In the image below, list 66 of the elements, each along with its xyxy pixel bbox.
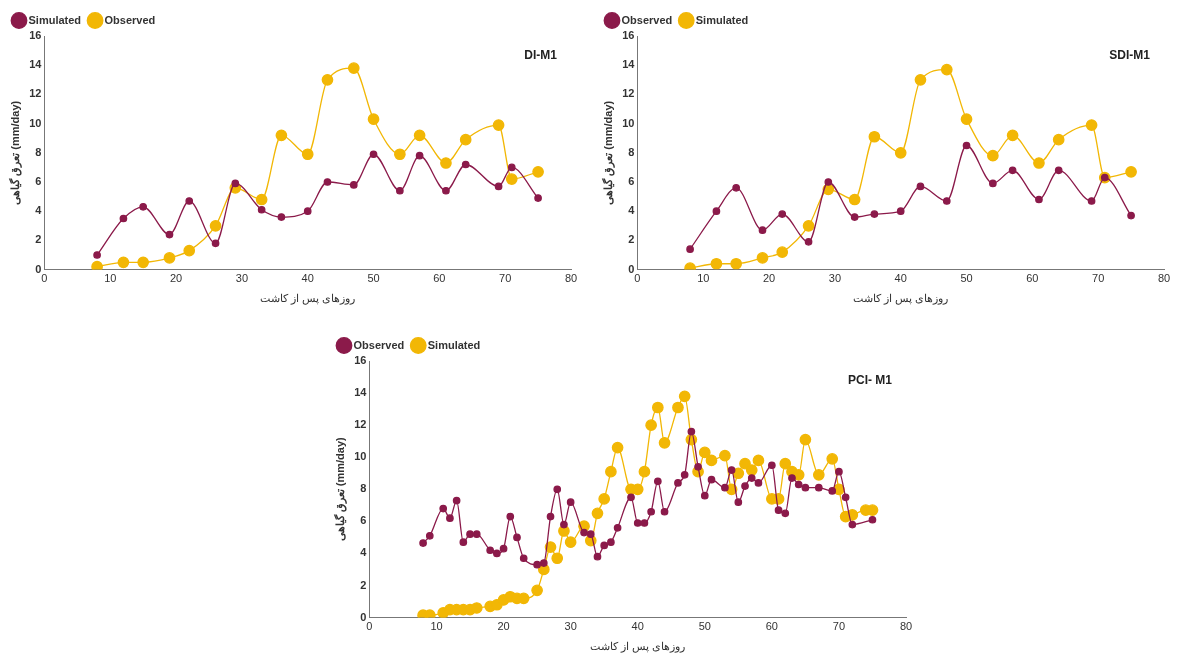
y-tick-label: 16: [29, 29, 42, 42]
x-tick-label: 70: [832, 620, 846, 633]
y-tick-label: 2: [628, 233, 635, 246]
x-tick-label: 60: [433, 272, 446, 285]
y-tick-label: 14: [354, 386, 368, 399]
y-tick-label: 12: [29, 87, 42, 100]
legend-label: Simulated: [28, 13, 82, 26]
y-tick-label: 4: [360, 546, 368, 559]
x-tick-label: 80: [564, 272, 578, 285]
x-tick-label: 70: [1092, 272, 1105, 285]
y-tick-label: 0: [628, 262, 635, 275]
y-tick-label: 2: [35, 233, 42, 246]
y-tick-label: 0: [360, 610, 367, 623]
y-tick-label: 10: [29, 116, 42, 129]
x-tick-label: 20: [762, 272, 776, 285]
y-tick-label: 12: [354, 418, 367, 431]
x-tick-label: 20: [169, 272, 183, 285]
x-tick-label: 10: [430, 620, 443, 633]
x-tick-label: 30: [235, 272, 249, 285]
legend-label: Simulated: [695, 13, 749, 26]
x-tick-label: 80: [899, 620, 913, 633]
text: SDI-M1: [1109, 48, 1151, 63]
x-axis-title: روزهای پس از کاشت: [260, 292, 356, 306]
x-tick-label: 50: [367, 272, 380, 285]
y-tick-label: 4: [35, 204, 43, 217]
x-tick-label: 60: [1026, 272, 1039, 285]
x-axis-title: روزهای پس از کاشت: [590, 640, 686, 654]
legend-label: Observed: [104, 13, 156, 26]
y-tick-label: 8: [360, 482, 367, 495]
text: DI-M1: [524, 48, 558, 63]
legend-label: Observed: [621, 13, 673, 26]
x-axis-title: روزهای پس از کاشت: [853, 292, 949, 306]
y-tick-label: 14: [29, 58, 43, 71]
y-tick-label: 8: [628, 145, 635, 158]
y-axis-title: تعرق گیاهی (mm/day): [7, 100, 22, 205]
x-tick-label: 10: [697, 272, 710, 285]
x-tick-label: 70: [499, 272, 512, 285]
x-tick-label: 30: [828, 272, 842, 285]
x-tick-label: 30: [564, 620, 577, 633]
x-tick-label: 40: [301, 272, 314, 285]
y-tick-label: 16: [622, 29, 635, 42]
x-tick-label: 80: [1157, 272, 1171, 285]
x-tick-label: 50: [698, 620, 711, 633]
y-tick-label: 8: [35, 145, 42, 158]
y-tick-label: 12: [622, 87, 635, 100]
x-tick-label: 20: [497, 620, 510, 633]
x-tick-label: 60: [765, 620, 778, 633]
y-tick-label: 4: [628, 204, 636, 217]
y-tick-label: 6: [628, 175, 635, 188]
text: PCI- M1: [847, 373, 893, 388]
legend-label: Simulated: [427, 338, 481, 351]
y-tick-label: 14: [622, 58, 636, 71]
legend-label: Observed: [353, 338, 405, 351]
y-tick-label: 6: [35, 175, 42, 188]
y-tick-label: 2: [360, 578, 367, 591]
x-tick-label: 50: [960, 272, 973, 285]
y-axis-title: تعرق گیاهی (mm/day): [332, 436, 347, 542]
y-tick-label: 10: [354, 450, 367, 463]
y-axis-title: تعرق گیاهی (mm/day): [600, 100, 615, 205]
x-tick-label: 40: [631, 620, 644, 633]
y-tick-label: 6: [360, 514, 367, 527]
x-tick-label: 40: [894, 272, 907, 285]
y-tick-label: 16: [354, 354, 367, 367]
x-tick-label: 10: [104, 272, 117, 285]
y-tick-label: 10: [622, 116, 635, 129]
y-tick-label: 0: [35, 262, 42, 275]
